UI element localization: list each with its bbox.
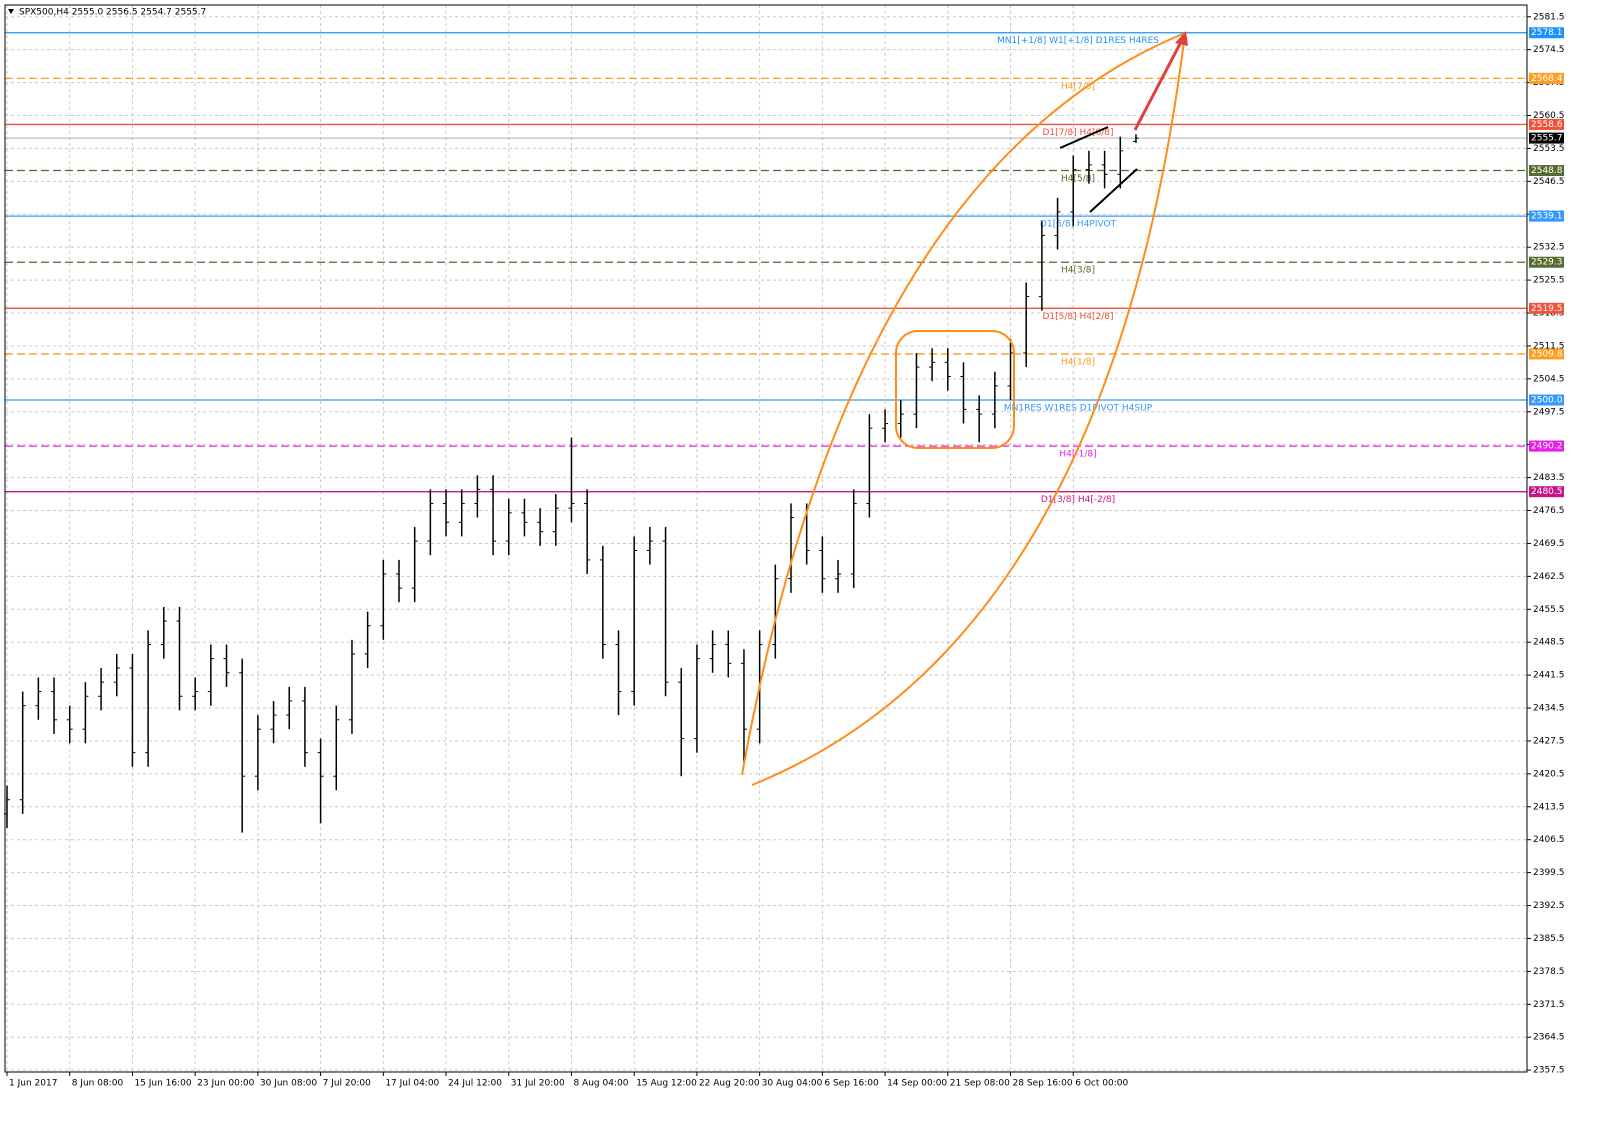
x-tick-label: 14 Sep 00:00 bbox=[887, 1079, 947, 1089]
x-tick-label: 24 Jul 12:00 bbox=[448, 1079, 502, 1089]
x-tick-label: 28 Sep 16:00 bbox=[1013, 1079, 1073, 1089]
level-price-box bbox=[1529, 27, 1564, 39]
level-label: H4[-1/8] bbox=[1059, 450, 1096, 460]
level-price: 2500.0 bbox=[1531, 396, 1563, 406]
level-label: H4[5/8] bbox=[1061, 174, 1095, 184]
channel-line bbox=[1089, 168, 1138, 213]
levels: MN1[+1/8] W1[+1/8] D1RES H4RES H4[7/8] D1[… bbox=[5, 32, 1527, 505]
level-label: D1[5/8] H4[2/8] bbox=[1042, 312, 1113, 322]
x-tick-label: 6 Sep 16:00 bbox=[824, 1079, 879, 1089]
level-price-box bbox=[1529, 256, 1564, 268]
x-tick-label: 17 Jul 04:00 bbox=[385, 1079, 439, 1089]
x-tick-label: 15 Jun 16:00 bbox=[134, 1079, 191, 1089]
x-tick-label: 8 Aug 04:00 bbox=[573, 1079, 628, 1089]
level-label: MN1[+1/8] W1[+1/8] D1RES H4RES bbox=[997, 36, 1159, 46]
level-label: H4[3/8] bbox=[1061, 266, 1095, 276]
y-tick-label: 2448.5 bbox=[1533, 638, 1565, 648]
y-tick-label: 2574.5 bbox=[1533, 45, 1565, 55]
y-tick-label: 2455.5 bbox=[1533, 605, 1565, 615]
x-tick-label: 30 Jun 08:00 bbox=[260, 1079, 317, 1089]
plot-frame bbox=[4, 4, 1528, 1073]
x-tick-label: 6 Oct 00:00 bbox=[1075, 1079, 1128, 1089]
level-price-box bbox=[1529, 348, 1564, 360]
arrow-head bbox=[1175, 31, 1188, 46]
axes: 2357.5 2364.5 2371.5 2378.5 2385.5 2392.5 2399… bbox=[6, 12, 1565, 1089]
annotations bbox=[741, 31, 1188, 786]
x-tick-label: 23 Jun 00:00 bbox=[197, 1079, 254, 1089]
x-tick-label: 8 Jun 08:00 bbox=[72, 1079, 124, 1089]
y-tick-label: 2462.5 bbox=[1533, 572, 1565, 582]
x-tick-label: 7 Jul 20:00 bbox=[323, 1079, 372, 1089]
y-tick-label: 2497.5 bbox=[1533, 407, 1565, 417]
level-price: 2548.8 bbox=[1531, 166, 1563, 176]
y-tick-label: 2427.5 bbox=[1533, 736, 1565, 746]
y-tick-label: 2469.5 bbox=[1533, 539, 1565, 549]
last-price-box bbox=[1529, 132, 1564, 144]
level-price-box bbox=[1529, 165, 1564, 177]
y-tick-label: 2378.5 bbox=[1533, 967, 1565, 977]
y-tick-label: 2441.5 bbox=[1533, 671, 1565, 681]
bars bbox=[4, 134, 1139, 833]
menu-arrow bbox=[8, 9, 14, 14]
x-tick-label: 31 Jul 20:00 bbox=[511, 1079, 565, 1089]
level-label: H4[7/8] bbox=[1061, 82, 1095, 92]
level-price: 2480.5 bbox=[1531, 487, 1563, 497]
chart-title: SPX500,H4 2555.0 2556.5 2554.7 2555.7 bbox=[19, 8, 206, 18]
y-tick-label: 2385.5 bbox=[1533, 934, 1565, 944]
level-label: D1[6/8] H4PIVOT bbox=[1040, 220, 1117, 230]
y-tick-label: 2357.5 bbox=[1533, 1066, 1565, 1076]
last-price-label: 2555.7 bbox=[1531, 134, 1563, 144]
level-price: 2539.1 bbox=[1531, 212, 1563, 222]
y-tick-label: 2560.5 bbox=[1533, 111, 1565, 121]
level-price: 2558.6 bbox=[1531, 120, 1563, 130]
y-tick-label: 2581.5 bbox=[1533, 12, 1565, 22]
level-label: D1[3/8] H4[-2/8] bbox=[1041, 495, 1115, 505]
level-price-box bbox=[1529, 118, 1564, 130]
y-tick-label: 2406.5 bbox=[1533, 835, 1565, 845]
y-tick-label: 2392.5 bbox=[1533, 901, 1565, 911]
y-tick-label: 2420.5 bbox=[1533, 769, 1565, 779]
level-price-box bbox=[1529, 210, 1564, 222]
x-tick-label: 15 Aug 12:00 bbox=[636, 1079, 697, 1089]
level-label: MN1RES W1RES D1PIVOT H4SUP bbox=[1004, 404, 1153, 414]
level-label: H4[1/8] bbox=[1061, 357, 1095, 367]
y-tick-label: 2399.5 bbox=[1533, 868, 1565, 878]
y-tick-label: 2504.5 bbox=[1533, 374, 1565, 384]
y-tick-label: 2434.5 bbox=[1533, 704, 1565, 714]
y-tick-label: 2483.5 bbox=[1533, 473, 1565, 483]
y-tick-label: 2511.5 bbox=[1533, 341, 1565, 351]
y-tick-label: 2413.5 bbox=[1533, 802, 1565, 812]
level-price-box bbox=[1529, 72, 1564, 84]
level-price: 2509.8 bbox=[1531, 349, 1563, 359]
level-price: 2578.1 bbox=[1531, 28, 1563, 38]
level-price-box bbox=[1529, 302, 1564, 314]
lens-lower bbox=[751, 32, 1186, 786]
x-tick-label: 21 Sep 08:00 bbox=[950, 1079, 1010, 1089]
y-tick-label: 2532.5 bbox=[1533, 243, 1565, 253]
level-price: 2568.4 bbox=[1531, 74, 1563, 84]
range-box bbox=[895, 330, 1015, 449]
y-tick-label: 2525.5 bbox=[1533, 276, 1565, 286]
level-price: 2519.5 bbox=[1531, 304, 1563, 314]
level-price: 2529.3 bbox=[1531, 258, 1563, 268]
channel-line bbox=[1059, 126, 1109, 149]
grid bbox=[5, 5, 1527, 1072]
y-tick-label: 2476.5 bbox=[1533, 506, 1565, 516]
y-tick-label: 2546.5 bbox=[1533, 177, 1565, 187]
level-price-box bbox=[1529, 440, 1564, 452]
y-tick-label: 2371.5 bbox=[1533, 1000, 1565, 1010]
y-tick-label: 2364.5 bbox=[1533, 1033, 1565, 1043]
lens-upper bbox=[741, 32, 1186, 776]
level-price: 2490.2 bbox=[1531, 442, 1563, 452]
x-tick-label: 22 Aug 20:00 bbox=[699, 1079, 760, 1089]
level-label: D1[7/8] H4[6/8] bbox=[1042, 128, 1113, 138]
target-arrow bbox=[1133, 39, 1184, 131]
x-tick-label: 30 Aug 04:00 bbox=[762, 1079, 823, 1089]
level-price-box bbox=[1529, 486, 1564, 498]
level-price-box bbox=[1529, 394, 1564, 406]
y-tick-label: 2553.5 bbox=[1533, 144, 1565, 154]
x-tick-label: 1 Jun 2017 bbox=[9, 1079, 57, 1089]
